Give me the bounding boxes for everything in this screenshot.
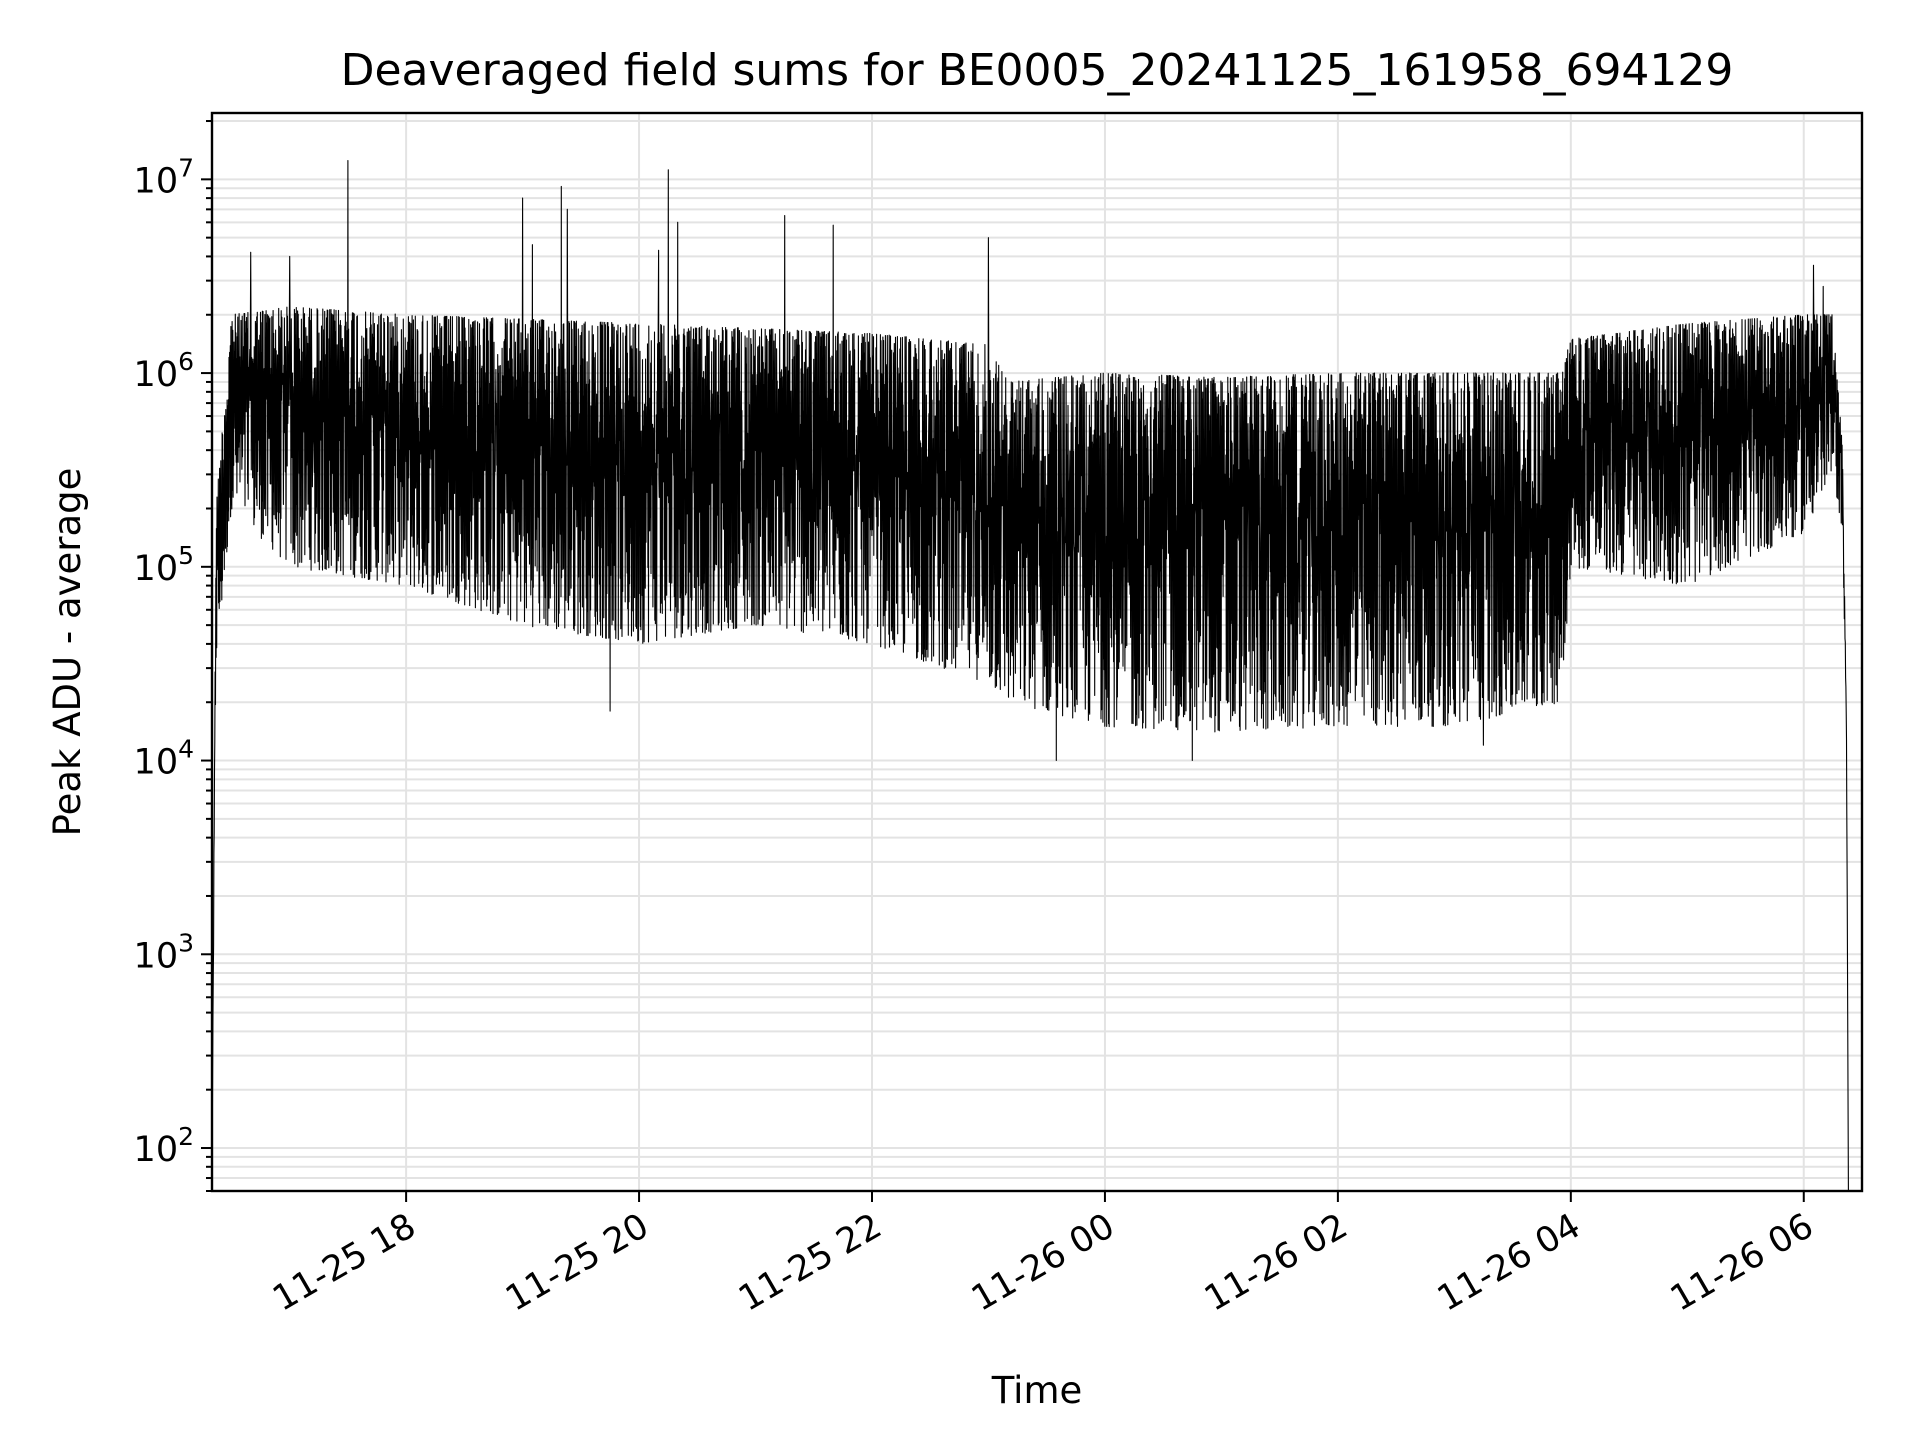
y-tick-label: 106 [134,347,194,395]
y-tick-label: 105 [134,541,194,589]
y-tick-exponent: 4 [178,735,194,764]
plot-frame [210,111,1864,1193]
y-tick-exponent: 5 [178,541,194,570]
y-tick-label: 102 [134,1122,194,1170]
y-tick-label: 103 [134,928,194,976]
y-tick-base: 10 [134,743,179,783]
series-layer [211,160,1849,1192]
y-tick-base: 10 [134,1130,179,1170]
y-tick-exponent: 7 [178,153,194,182]
chart-title: Deaveraged field sums for BE0005_2024112… [341,45,1734,96]
y-tick-base: 10 [134,936,179,976]
y-tick-base: 10 [134,549,179,589]
x-axis-label: Time [991,1369,1083,1412]
y-tick-exponent: 2 [178,1122,194,1151]
y-tick-base: 10 [134,161,179,201]
y-axis-label: Peak ADU - average [46,468,89,837]
y-tick-base: 10 [134,355,179,395]
y-tick-exponent: 3 [178,928,194,957]
y-tick-exponent: 6 [178,347,194,376]
y-tick-label: 104 [134,735,194,783]
series-line [211,160,1849,1192]
y-tick-label: 107 [134,153,194,201]
